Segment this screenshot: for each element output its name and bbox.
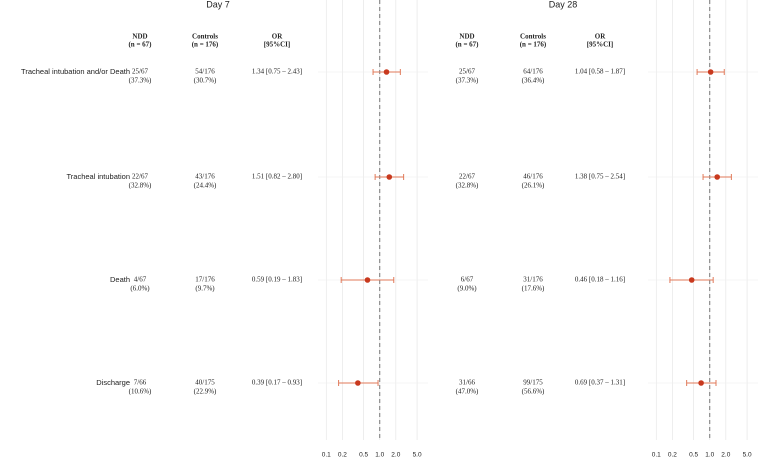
column-header: (n = 176): [520, 41, 547, 49]
ndd-cell: (47.0%): [456, 388, 479, 396]
column-header: NDD: [132, 33, 147, 41]
x-tick-label: 1.0: [375, 452, 384, 457]
x-tick-label: 5.0: [413, 452, 422, 457]
or-cell: 1.38 [0.75 – 2.54]: [575, 173, 625, 181]
column-header: OR: [272, 33, 283, 41]
column-header: (n = 176): [192, 41, 219, 49]
x-tick-label: 0.1: [652, 452, 661, 457]
x-tick-label: 1.0: [705, 452, 714, 457]
controls-cell: (24.4%): [194, 182, 217, 190]
plot-panel: [318, 0, 428, 440]
controls-cell: 46/176: [523, 173, 543, 181]
controls-cell: (26.1%): [522, 182, 545, 190]
ndd-cell: (10.6%): [129, 388, 152, 396]
ndd-cell: (32.8%): [129, 182, 152, 190]
controls-cell: (36.4%): [522, 77, 545, 85]
column-header: Controls: [520, 33, 546, 41]
column-header: OR: [595, 33, 606, 41]
controls-cell: (9.7%): [195, 285, 215, 293]
x-tick-label: 2.0: [391, 452, 400, 457]
or-point: [386, 174, 393, 180]
or-point: [707, 69, 714, 75]
ndd-cell: (37.3%): [456, 77, 479, 85]
panel-title: Day 28: [549, 0, 578, 9]
or-cell: 0.59 [0.19 – 1.83]: [252, 276, 302, 284]
controls-cell: 40/175: [195, 379, 215, 387]
ndd-cell: (9.0%): [457, 285, 477, 293]
or-point: [688, 277, 695, 283]
column-header: [95%CI]: [264, 41, 290, 49]
or-point: [698, 380, 704, 386]
column-header: (n = 67): [455, 41, 479, 49]
controls-cell: 99/175: [523, 379, 543, 387]
row-label: Discharge: [96, 378, 130, 387]
or-cell: 1.34 [0.75 – 2.43]: [252, 68, 302, 76]
x-tick-label: 0.5: [689, 452, 698, 457]
or-cell: 1.04 [0.58 – 1.87]: [575, 68, 625, 76]
column-header: NDD: [459, 33, 474, 41]
x-tick-label: 2.0: [721, 452, 730, 457]
controls-cell: 64/176: [523, 68, 543, 76]
x-tick-label: 0.2: [338, 452, 347, 457]
or-cell: 0.46 [0.18 – 1.16]: [575, 276, 625, 284]
ndd-cell: 7/66: [134, 379, 147, 387]
row-label: Tracheal intubation and/or Death: [21, 67, 130, 76]
row-label: Tracheal intubation: [66, 172, 130, 181]
ndd-cell: (6.0%): [130, 285, 150, 293]
controls-cell: (56.6%): [522, 388, 545, 396]
x-tick-label: 0.5: [359, 452, 368, 457]
or-cell: 1.51 [0.82 – 2.80]: [252, 173, 302, 181]
ndd-cell: 6/67: [461, 276, 474, 284]
or-point: [355, 380, 361, 386]
or-cell: 0.39 [0.17 – 0.93]: [252, 379, 302, 387]
or-point: [383, 69, 390, 75]
plot-panel: [648, 0, 758, 440]
ndd-cell: 25/67: [132, 68, 148, 76]
or-point: [714, 174, 721, 180]
x-tick-label: 5.0: [743, 452, 752, 457]
ndd-cell: 31/66: [459, 379, 475, 387]
controls-cell: (30.7%): [194, 77, 217, 85]
x-tick-label: 0.1: [322, 452, 331, 457]
ndd-cell: 25/67: [459, 68, 475, 76]
ndd-cell: (37.3%): [129, 77, 152, 85]
controls-cell: 17/176: [195, 276, 215, 284]
controls-cell: 31/176: [523, 276, 543, 284]
or-cell: 0.69 [0.37 – 1.31]: [575, 379, 625, 387]
panel-title: Day 7: [206, 0, 230, 9]
or-point: [364, 277, 371, 283]
column-header: Controls: [192, 33, 218, 41]
ndd-cell: 22/67: [132, 173, 148, 181]
ndd-cell: (32.8%): [456, 182, 479, 190]
ndd-cell: 22/67: [459, 173, 475, 181]
controls-cell: 54/176: [195, 68, 215, 76]
controls-cell: (17.6%): [522, 285, 545, 293]
controls-cell: (22.9%): [194, 388, 217, 396]
column-header: [95%CI]: [587, 41, 613, 49]
x-tick-label: 0.2: [668, 452, 677, 457]
row-label: Death: [110, 275, 130, 284]
column-header: (n = 67): [128, 41, 152, 49]
controls-cell: 43/176: [195, 173, 215, 181]
ndd-cell: 4/67: [134, 276, 147, 284]
